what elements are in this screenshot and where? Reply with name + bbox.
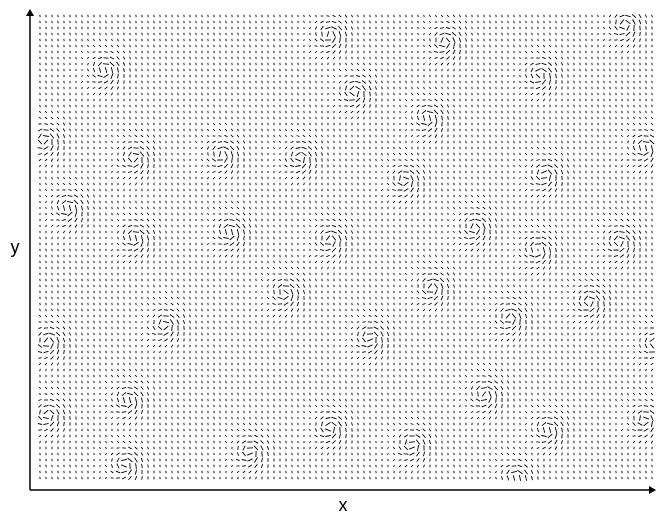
x-axis-label: x [339,495,348,515]
y-axis-label: y [11,237,20,257]
vector-field [37,13,655,482]
